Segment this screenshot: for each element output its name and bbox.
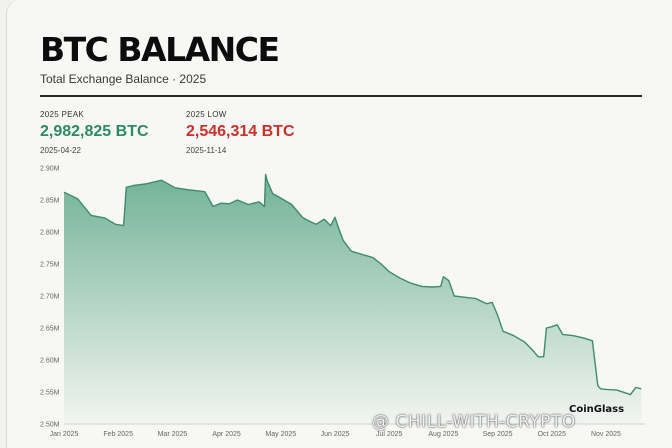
y-tick-label: 2.75M: [40, 262, 60, 269]
series-line: [63, 173, 642, 396]
x-tick-label: Jul 2025: [376, 431, 403, 438]
x-tick-label: Nov 2025: [591, 431, 621, 438]
x-tick-label: Jan 2025: [50, 431, 79, 438]
coinglass-logo: CoinGlass: [569, 404, 625, 415]
page-title: BTC BALANCE: [40, 30, 280, 69]
x-tick-label: Feb 2025: [103, 431, 133, 438]
x-tick-label: Aug 2025: [428, 431, 458, 438]
peak-date: 2025-04-22: [40, 146, 81, 155]
y-tick-label: 2.85M: [40, 198, 60, 205]
x-axis: Jan 2025 Feb 2025 Mar 2025 Apr 2025 May 2025…: [50, 431, 621, 438]
y-axis: 2.50M 2.55M 2.60M 2.65M 2.70M 2.75M 2.80M 2.85M…: [40, 166, 60, 429]
page-subtitle: Total Exchange Balance · 2025: [40, 72, 207, 86]
y-tick-label: 2.90M: [40, 166, 60, 173]
low-value: 2,546,314 BTC: [186, 123, 295, 140]
x-tick-label: Jun 2025: [321, 431, 350, 438]
x-tick-label: Sep 2025: [483, 431, 513, 438]
y-tick-label: 2.65M: [40, 326, 60, 333]
y-tick-label: 2.80M: [40, 230, 60, 237]
x-tick-label: Apr 2025: [212, 431, 241, 438]
series-area: [64, 174, 642, 424]
low-stat: 2025 LOW 2,546,314 BTC 2025-11-14: [186, 110, 295, 155]
y-tick-label: 2.70M: [40, 294, 60, 301]
low-date: 2025-11-14: [186, 146, 227, 155]
header-divider: [40, 95, 642, 97]
low-label: 2025 LOW: [186, 110, 227, 119]
peak-stat: 2025 PEAK 2,982,825 BTC 2025-04-22: [40, 110, 149, 155]
x-tick-label: Mar 2025: [158, 431, 188, 438]
x-tick-label: May 2025: [265, 431, 296, 438]
x-tick-label: Oct 2025: [538, 431, 567, 438]
y-tick-label: 2.50M: [40, 422, 60, 429]
handle-watermark: @ CHILL-WITH-CRYPTO: [372, 412, 576, 432]
y-tick-label: 2.60M: [40, 358, 60, 365]
peak-value: 2,982,825 BTC: [40, 123, 149, 140]
peak-label: 2025 PEAK: [40, 110, 85, 119]
y-tick-label: 2.55M: [40, 390, 60, 397]
